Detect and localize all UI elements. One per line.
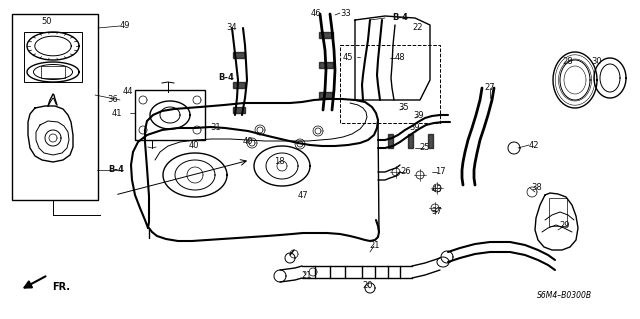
Bar [41, 66, 65, 78]
Bar [135, 90, 205, 140]
Bar [319, 92, 333, 98]
Bar [319, 32, 333, 38]
Text: 41: 41 [112, 108, 122, 117]
Text: 36: 36 [107, 95, 118, 105]
Text: 40: 40 [189, 140, 199, 150]
Bar [549, 198, 567, 226]
Text: 42: 42 [529, 140, 540, 150]
Text: 18: 18 [274, 158, 284, 167]
Text: S6M4–B0300B: S6M4–B0300B [538, 291, 593, 300]
Text: 35: 35 [399, 103, 410, 113]
Bar [233, 52, 245, 58]
Text: 25: 25 [420, 144, 430, 152]
Text: 43: 43 [432, 186, 442, 195]
Text: B-4: B-4 [218, 73, 234, 83]
Text: 27: 27 [484, 84, 495, 93]
Text: 33: 33 [340, 9, 351, 18]
Text: 45: 45 [343, 53, 353, 62]
Bar [428, 134, 433, 148]
Text: 29: 29 [560, 221, 570, 231]
Bar [24, 32, 82, 82]
Bar [233, 82, 245, 88]
Text: 40: 40 [243, 137, 253, 146]
Text: 47: 47 [298, 191, 308, 201]
Bar [340, 45, 440, 123]
Text: 37: 37 [431, 207, 442, 217]
Text: 20: 20 [363, 280, 373, 290]
Text: B-4: B-4 [392, 13, 408, 23]
Text: 21: 21 [301, 271, 312, 279]
Bar [12, 14, 98, 200]
Bar [408, 134, 413, 148]
Text: 48: 48 [395, 54, 405, 63]
Text: 17: 17 [435, 167, 445, 176]
Text: 26: 26 [401, 167, 412, 176]
Bar [388, 134, 393, 148]
Text: 30: 30 [592, 57, 602, 66]
Text: 44: 44 [123, 87, 134, 97]
Text: 50: 50 [42, 18, 52, 26]
Text: 34: 34 [227, 24, 237, 33]
Text: 38: 38 [531, 183, 541, 192]
Text: 21: 21 [370, 241, 380, 250]
Text: FR.: FR. [52, 282, 70, 292]
Text: 39: 39 [413, 112, 424, 121]
Text: 39: 39 [410, 122, 420, 131]
Text: 28: 28 [563, 57, 573, 66]
Text: 31: 31 [211, 122, 221, 131]
Text: 46: 46 [310, 10, 321, 19]
Bar [233, 107, 245, 113]
Text: 49: 49 [120, 21, 131, 31]
Text: B-4: B-4 [108, 166, 124, 174]
Text: 22: 22 [413, 24, 423, 33]
Bar [319, 62, 333, 68]
